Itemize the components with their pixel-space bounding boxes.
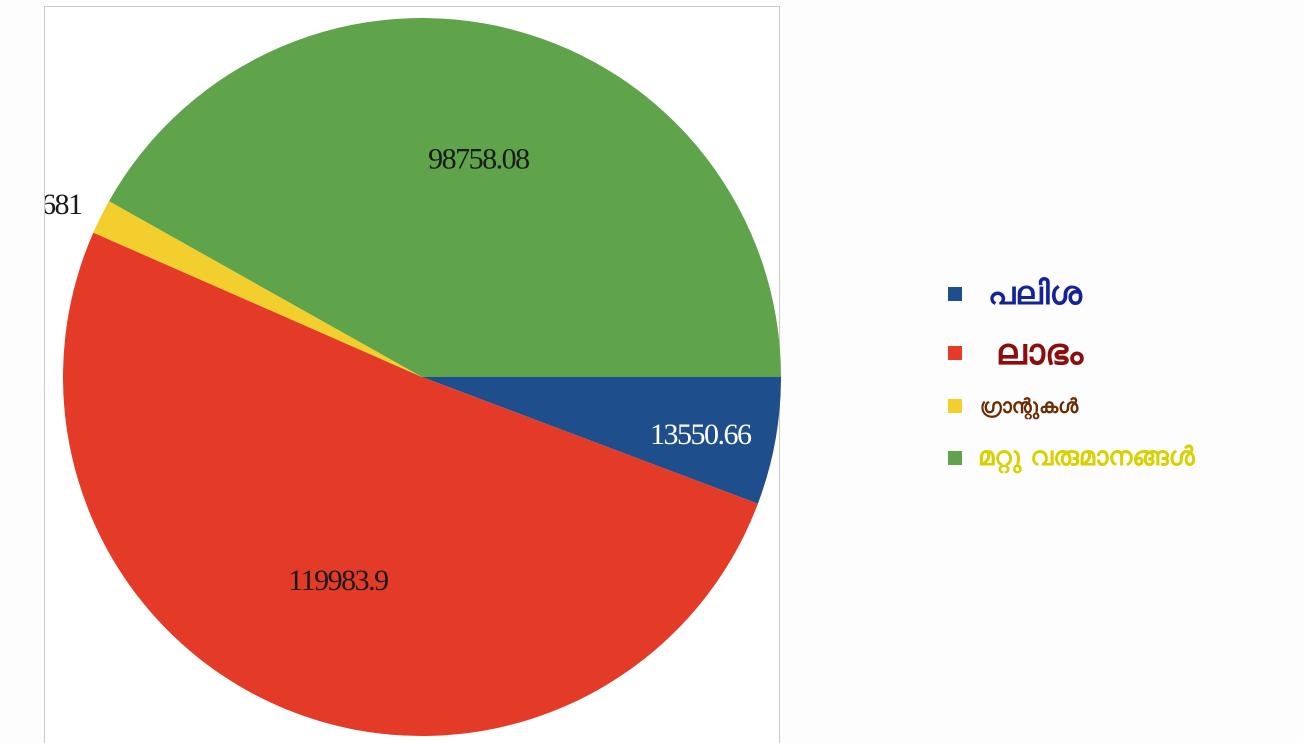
data-label-grants: 3681 bbox=[45, 188, 82, 221]
legend-label-grants: ഗ്രാന്റുകൾ bbox=[980, 394, 1079, 418]
legend-label-other-income: മറ്റു വരുമാനങ്ങൾ bbox=[978, 442, 1195, 472]
legend-swatch-grants bbox=[948, 399, 962, 413]
data-label-interest: 13550.66 bbox=[650, 418, 752, 451]
chart-frame: 13550.66 119983.9 3681 98758.08 bbox=[44, 6, 781, 743]
legend-swatch-interest bbox=[948, 286, 962, 301]
legend-item-grants: ഗ്രാന്റുകൾ bbox=[948, 394, 1078, 418]
legend-swatch-other-income bbox=[948, 450, 962, 465]
legend-item-other-income: മറ്റു വരുമാനങ്ങൾ bbox=[948, 442, 1195, 473]
pie-chart: 13550.66 119983.9 3681 98758.08 bbox=[45, 18, 781, 737]
pie-slice-interest bbox=[422, 377, 781, 504]
data-label-profit: 119983.9 bbox=[288, 564, 388, 597]
legend-label-profit: ലാഭം bbox=[996, 332, 1084, 373]
legend-label-interest: പലിശ bbox=[988, 274, 1082, 312]
legend-swatch-profit bbox=[948, 346, 962, 360]
pie-slice-grants bbox=[93, 201, 423, 377]
legend-item-profit: ലാഭം bbox=[948, 332, 1083, 374]
pie-slice-other-income bbox=[109, 18, 781, 377]
data-label-other-income: 98758.08 bbox=[428, 143, 529, 176]
legend-item-interest: പലിശ bbox=[948, 274, 1082, 313]
pie-slice-profit bbox=[62, 232, 758, 737]
